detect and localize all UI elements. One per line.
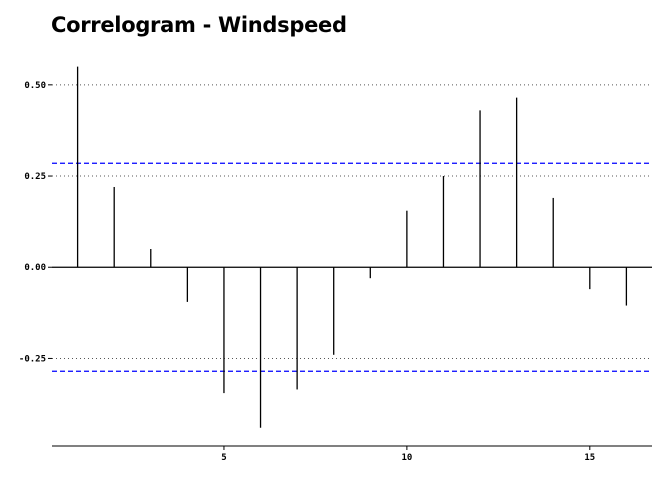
x-tick-label: 10 <box>401 453 412 463</box>
y-tick-label: 0.00 <box>24 263 46 273</box>
chart-title: Correlogram - Windspeed <box>51 13 347 37</box>
y-tick-label: 0.50 <box>24 81 46 91</box>
x-tick-label: 15 <box>584 453 595 463</box>
y-tick-label: -0.25 <box>19 354 46 364</box>
x-tick-label: 5 <box>221 453 226 463</box>
y-tick-label: 0.25 <box>24 172 46 182</box>
